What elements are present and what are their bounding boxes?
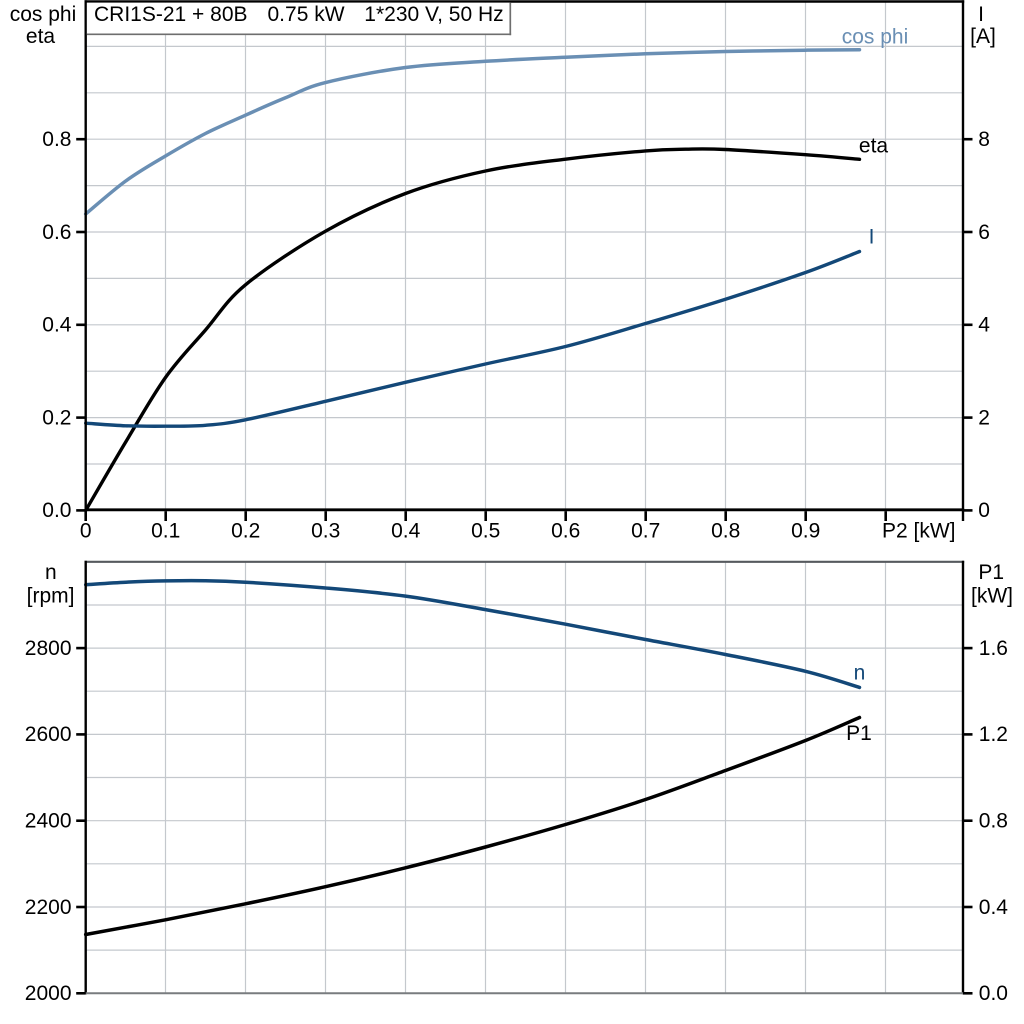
svg-text:eta: eta <box>859 134 889 157</box>
svg-text:CRI1S-21 + 80B: CRI1S-21 + 80B <box>94 3 248 26</box>
svg-text:6: 6 <box>978 221 990 244</box>
svg-text:0.2: 0.2 <box>42 406 71 429</box>
svg-text:0.4: 0.4 <box>391 519 421 542</box>
svg-text:0.4: 0.4 <box>42 314 72 337</box>
svg-text:P1: P1 <box>846 722 872 745</box>
svg-text:1.2: 1.2 <box>979 723 1008 746</box>
svg-text:0.9: 0.9 <box>791 519 820 542</box>
svg-text:n: n <box>45 561 57 584</box>
svg-text:P2 [kW]: P2 [kW] <box>882 519 956 542</box>
svg-text:cos phi: cos phi <box>10 3 77 26</box>
svg-text:[rpm]: [rpm] <box>27 585 75 608</box>
svg-text:1.6: 1.6 <box>979 637 1008 660</box>
svg-text:I: I <box>978 3 984 26</box>
svg-text:0.4: 0.4 <box>979 896 1009 919</box>
svg-text:0.0: 0.0 <box>979 982 1008 1005</box>
svg-text:0.8: 0.8 <box>979 810 1008 833</box>
svg-text:0: 0 <box>80 519 92 542</box>
svg-text:0.7: 0.7 <box>631 519 660 542</box>
svg-text:0: 0 <box>978 499 990 522</box>
svg-text:0.8: 0.8 <box>711 519 740 542</box>
svg-text:2800: 2800 <box>25 637 72 660</box>
svg-text:0.8: 0.8 <box>42 128 71 151</box>
svg-text:0.5: 0.5 <box>471 519 500 542</box>
svg-text:n: n <box>854 661 866 684</box>
svg-text:0.0: 0.0 <box>42 499 71 522</box>
svg-text:8: 8 <box>978 128 990 151</box>
svg-text:0.1: 0.1 <box>151 519 180 542</box>
svg-text:cos phi: cos phi <box>842 26 909 49</box>
svg-text:2400: 2400 <box>25 810 72 833</box>
svg-text:[kW]: [kW] <box>971 585 1013 608</box>
svg-text:0.3: 0.3 <box>311 519 340 542</box>
svg-text:2600: 2600 <box>25 723 72 746</box>
svg-text:4: 4 <box>978 314 990 337</box>
svg-text:2200: 2200 <box>25 896 72 919</box>
svg-text:P1: P1 <box>978 561 1004 584</box>
svg-text:2000: 2000 <box>25 982 72 1005</box>
svg-text:0.2: 0.2 <box>231 519 260 542</box>
svg-text:[A]: [A] <box>970 25 996 48</box>
svg-text:0.75 kW: 0.75 kW <box>268 3 345 26</box>
svg-text:I: I <box>869 226 875 249</box>
svg-text:2: 2 <box>978 406 990 429</box>
svg-text:1*230 V, 50 Hz: 1*230 V, 50 Hz <box>364 3 503 26</box>
svg-text:0.6: 0.6 <box>42 221 71 244</box>
svg-text:0.6: 0.6 <box>551 519 580 542</box>
svg-text:eta: eta <box>26 25 56 48</box>
